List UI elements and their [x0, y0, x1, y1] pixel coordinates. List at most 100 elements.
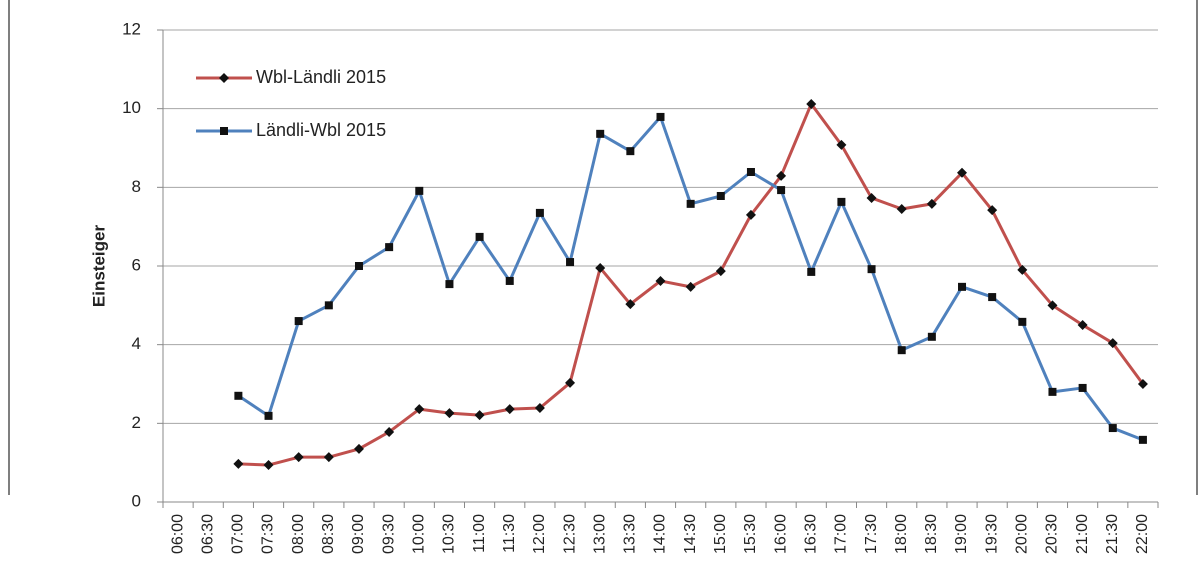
x-tick-label: 17:00 [833, 514, 850, 554]
marker [1108, 424, 1117, 433]
marker [685, 281, 696, 292]
x-tick-label: 07:00 [230, 514, 247, 554]
x-tick-label: 06:00 [169, 514, 186, 554]
marker [263, 460, 274, 471]
marker [626, 147, 635, 156]
x-tick-label: 08:00 [290, 514, 307, 554]
marker [293, 452, 304, 463]
marker [777, 186, 786, 195]
x-tick-label: 13:00 [591, 514, 608, 554]
marker [746, 167, 755, 176]
x-tick-label: 21:00 [1074, 514, 1091, 554]
x-tick-label: 12:30 [561, 514, 578, 554]
x-tick-label: 12:00 [531, 514, 548, 554]
x-tick-label: 20:30 [1044, 514, 1061, 554]
x-tick-label: 16:00 [772, 514, 789, 554]
marker [233, 458, 244, 469]
marker [927, 332, 936, 341]
y-tick-label: 12 [122, 19, 141, 38]
marker [566, 258, 575, 267]
marker [988, 293, 997, 302]
x-tick-label: 18:00 [893, 514, 910, 554]
marker [987, 205, 998, 216]
x-tick-label: 17:30 [863, 514, 880, 554]
marker [1137, 379, 1148, 389]
marker [655, 275, 666, 286]
marker [595, 262, 606, 273]
marker [1107, 338, 1118, 349]
series-line [237, 115, 1144, 442]
x-tick-label: 11:00 [471, 514, 488, 553]
marker [1047, 300, 1058, 311]
marker [234, 391, 243, 400]
x-tick-label: 14:00 [652, 514, 669, 554]
marker [896, 203, 907, 214]
marker [926, 198, 937, 209]
y-tick-label: 8 [132, 177, 141, 196]
marker [474, 410, 485, 421]
marker [686, 199, 695, 208]
marker [384, 426, 395, 437]
y-tick-label: 6 [132, 255, 141, 274]
x-tick-label: 07:30 [260, 514, 277, 554]
marker [475, 232, 484, 241]
marker [220, 127, 228, 135]
marker [505, 276, 514, 285]
x-tick-label: 19:00 [953, 514, 970, 554]
marker [867, 265, 876, 274]
marker [806, 98, 817, 109]
marker [837, 197, 846, 206]
marker [323, 452, 334, 463]
marker [445, 280, 454, 289]
legend-label: Ländli-Wbl 2015 [256, 120, 386, 140]
x-tick-label: 20:00 [1014, 514, 1031, 554]
x-tick-label: 09:00 [350, 514, 367, 554]
x-tick-label: 21:30 [1104, 514, 1121, 554]
marker [625, 299, 636, 310]
x-tick-label: 22:00 [1134, 514, 1151, 554]
marker [1077, 320, 1088, 330]
x-tick-label: 19:30 [983, 514, 1000, 554]
x-tick-label: 08:30 [320, 514, 337, 554]
marker [535, 208, 544, 217]
x-tick-label: 09:30 [380, 514, 397, 554]
marker [534, 402, 545, 413]
marker [1018, 317, 1027, 326]
x-tick-label: 06:30 [199, 514, 216, 554]
marker [264, 411, 273, 420]
marker [958, 282, 967, 291]
marker [414, 404, 425, 415]
x-tick-label: 11:30 [501, 514, 518, 553]
marker [444, 408, 455, 419]
y-tick-label: 0 [132, 491, 141, 510]
marker [565, 377, 576, 388]
marker [1138, 435, 1147, 444]
x-tick-label: 18:30 [923, 514, 940, 554]
marker [324, 301, 333, 310]
x-tick-label: 16:30 [802, 514, 819, 554]
marker [1078, 383, 1087, 392]
y-axis-label: Einsteiger [89, 225, 108, 308]
marker [354, 262, 363, 270]
y-tick-label: 10 [122, 98, 141, 117]
marker [656, 112, 665, 121]
marker [353, 443, 364, 454]
marker [836, 139, 847, 150]
y-tick-label: 4 [132, 334, 141, 353]
x-tick-label: 15:00 [712, 514, 729, 554]
x-tick-label: 14:30 [682, 514, 699, 554]
marker [745, 209, 756, 220]
y-tick-label: 2 [132, 413, 141, 432]
marker [415, 186, 424, 195]
marker [294, 317, 303, 326]
x-tick-label: 13:30 [622, 514, 639, 554]
marker [596, 129, 605, 138]
marker [715, 266, 726, 277]
marker [897, 346, 906, 355]
marker [866, 192, 877, 203]
marker [1048, 387, 1057, 396]
marker [807, 267, 816, 276]
marker [957, 167, 968, 178]
